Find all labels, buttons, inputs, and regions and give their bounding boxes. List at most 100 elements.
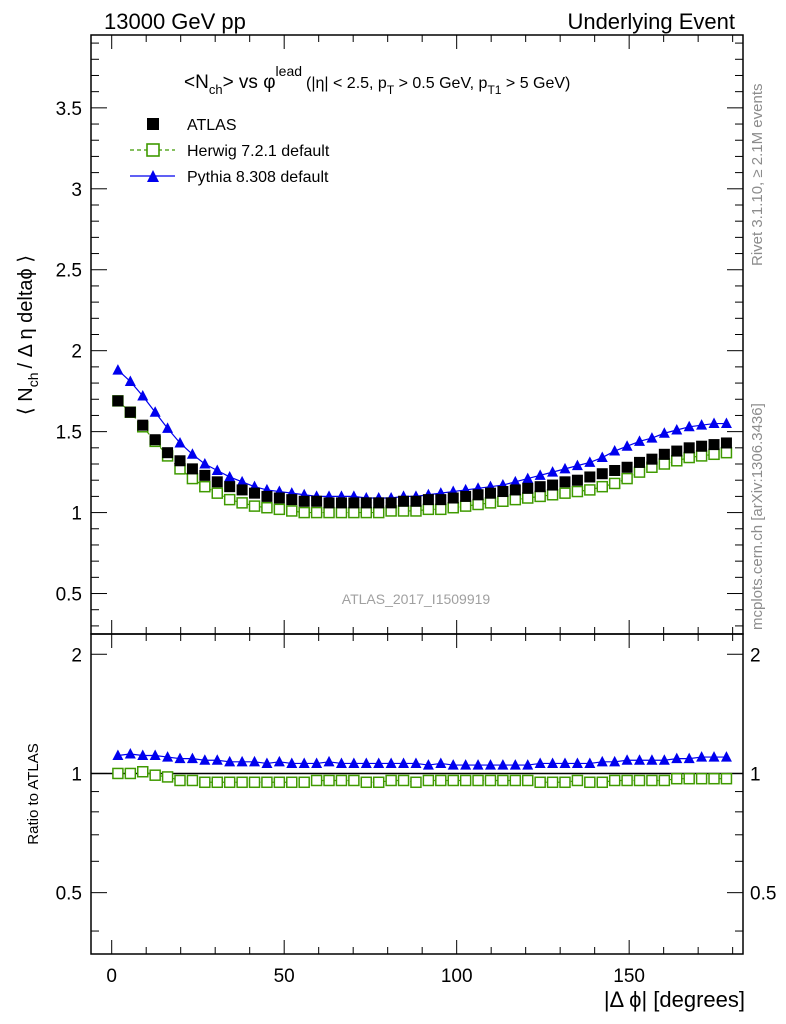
pythia-point [547,757,559,768]
atlas-point [149,434,161,446]
herwig-point [559,776,571,789]
herwig-point [671,455,683,467]
pythia-point [708,417,720,429]
herwig-point [223,776,236,789]
pythia-point [696,751,708,762]
herwig-point [211,487,224,499]
plot-title: <Nch> vs φlead(|η| < 2.5, pT > 0.5 GeV, … [184,63,570,97]
atlas-point [658,448,670,460]
herwig-point [559,487,571,499]
pythia-point [249,755,261,767]
pythia-point [534,469,546,480]
main-data-series [112,364,733,519]
ratio-panel-frame [90,633,744,955]
header-right: Underlying Event [567,9,735,34]
pythia-point [447,759,459,770]
herwig-point [199,480,211,493]
herwig-point [596,480,609,493]
atlas-point [484,487,496,499]
atlas-point [137,419,149,431]
herwig-point [546,776,559,789]
herwig-point [671,772,683,785]
pythia-point [534,757,546,768]
atlas-point [124,406,136,418]
atlas-point [584,471,596,483]
y-tick-label: 2 [71,645,82,666]
herwig-point [410,505,422,517]
herwig-point [459,774,472,787]
pythia-point [584,757,596,768]
atlas-point [708,439,720,451]
atlas-point [596,468,608,480]
herwig-point [435,774,447,787]
pythia-point [683,420,695,432]
pythia-point [298,757,310,768]
atlas-point [621,461,633,473]
atlas-point [286,494,298,506]
pythia-point [410,757,422,768]
atlas-point [174,455,186,467]
legend-label-pythia: Pythia 8.308 default [187,169,329,186]
pythia-point [609,445,621,456]
herwig-point [348,774,360,787]
pythia-point [149,749,161,761]
atlas-point [186,463,198,475]
pythia-point [186,752,198,764]
pythia-point [720,417,732,429]
atlas-point [634,456,646,468]
herwig-point [298,776,310,789]
herwig-point [372,776,385,789]
herwig-point [695,772,708,785]
herwig-point [621,774,633,787]
pythia-point [224,755,236,767]
pythia-point [174,752,186,764]
pythia-point [472,759,484,770]
pythia-point [683,752,695,764]
x-tick-label: 0 [106,966,117,987]
herwig-point [720,446,733,459]
herwig-point [447,501,459,514]
legend-marker-herwig [146,143,160,157]
herwig-point [211,776,224,789]
pythia-point [149,406,161,417]
herwig-point [546,489,559,501]
y-tick-label: 0.5 [56,884,82,905]
atlas-point [720,437,732,449]
herwig-point [174,774,186,787]
pythia-point [236,475,248,487]
atlas-point [273,492,285,504]
atlas-point [460,490,472,502]
herwig-point [248,776,261,789]
herwig-point [497,774,509,787]
atlas-point [398,495,410,507]
y-tick-label: 2.5 [56,261,82,282]
pythia-point [720,751,732,762]
main-y-axis-label: ⟨ Nch/ Δ η deltaϕ ⟩ [15,255,41,415]
pythia-point [112,749,124,761]
pythia-point [162,751,174,762]
y-tick-label: 1 [71,764,82,785]
herwig-point [410,776,422,789]
y-tick-label: 3.5 [56,99,82,120]
atlas-point [249,487,261,499]
y-tick-label: 2 [71,342,82,363]
herwig-point [273,776,286,789]
herwig-point [571,774,584,787]
legend: ATLAS Herwig 7.2.1 default Pythia 8.308 … [130,117,330,186]
herwig-point [472,498,484,511]
x-axis-label: |Δ ϕ| [degrees] [604,987,745,1012]
pythia-point [522,472,534,484]
herwig-point [112,767,124,780]
pythia-point [373,757,385,768]
atlas-point [497,486,509,498]
atlas-point [683,442,695,454]
pythia-point [124,375,136,386]
herwig-point [633,466,646,478]
herwig-point [497,495,509,507]
pythia-point [385,757,397,768]
pythia-point [286,757,298,768]
herwig-point [136,765,149,778]
herwig-point [286,505,298,517]
herwig-point [385,774,397,787]
atlas-point [112,395,124,407]
